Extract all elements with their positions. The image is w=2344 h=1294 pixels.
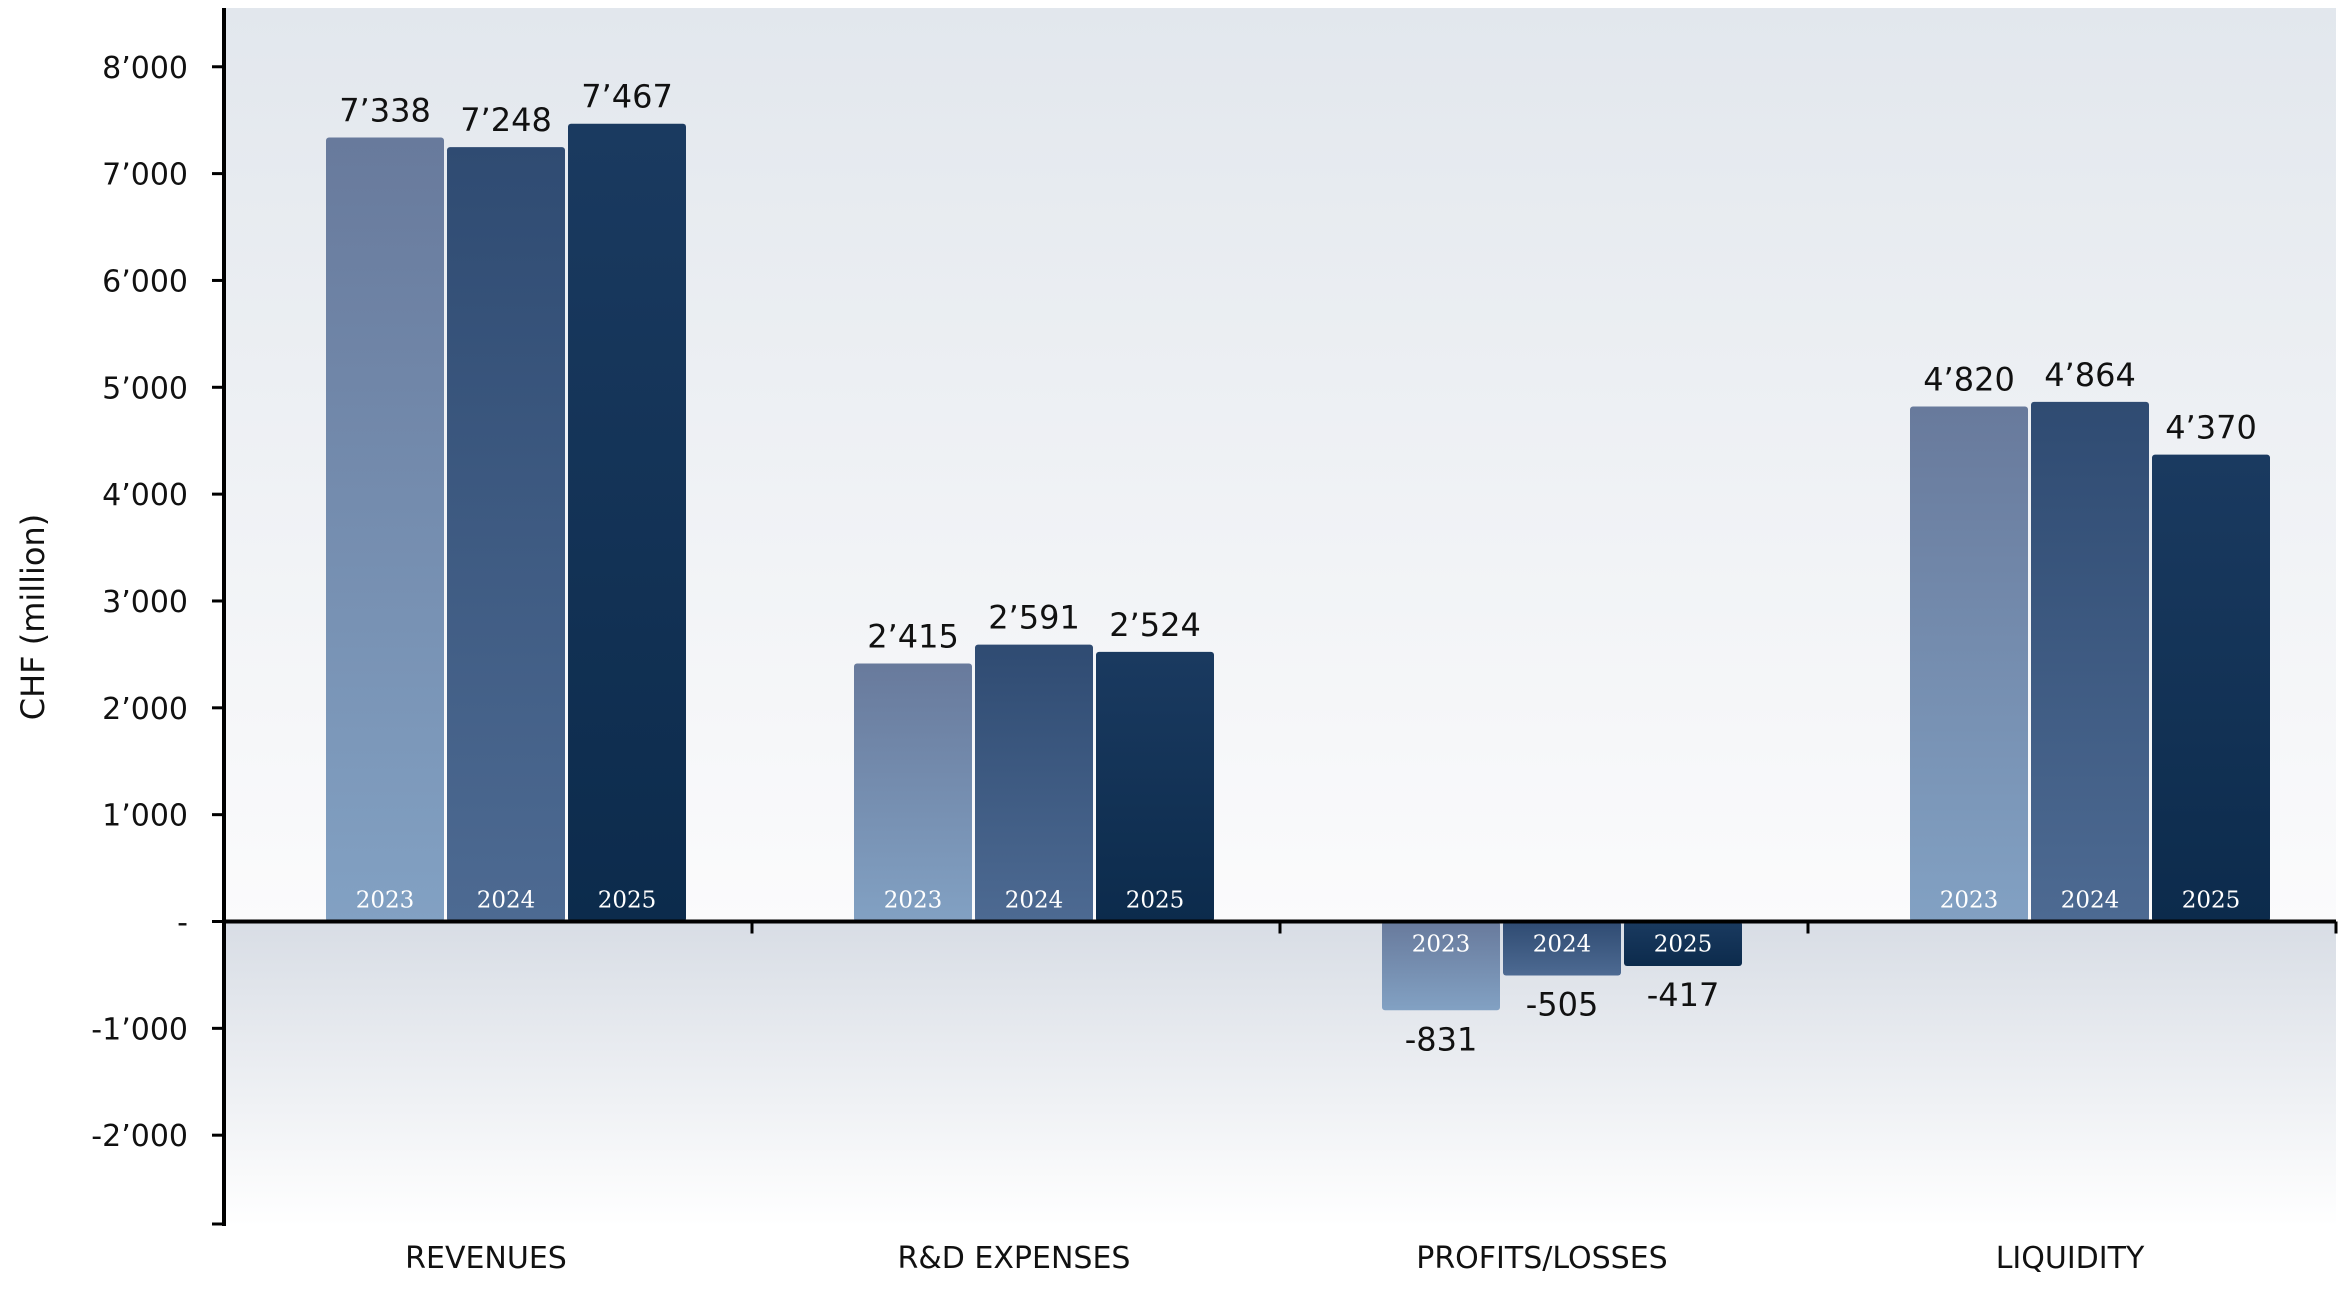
x-tick-label: R&D EXPENSES [898, 1241, 1131, 1276]
x-tick-label: LIQUIDITY [1996, 1241, 2145, 1276]
data-label: -505 [1526, 985, 1599, 1023]
data-label: 4’864 [2044, 356, 2136, 394]
bar-liquidity-2024 [2031, 401, 2149, 922]
y-tick-label: 8’000 [102, 51, 188, 86]
labels-layer: 2023 7’338 2024 7’248 2025 7’467 REVENUES 2023 2… [14, 51, 2257, 1276]
y-tick-label: 4’000 [102, 478, 188, 513]
bar-year-label: 2024 [477, 888, 536, 914]
bar-profits-losses-2025 [1624, 921, 1742, 967]
bar-liquidity-2023 [1910, 406, 2028, 922]
y-tick-label: 5’000 [102, 371, 188, 406]
y-tick-label: -1’000 [91, 1012, 188, 1047]
data-label: 2’591 [988, 599, 1080, 637]
bar-year-label: 2024 [2061, 888, 2120, 914]
bar-year-label: 2025 [1126, 888, 1185, 914]
bars-layer [326, 123, 2270, 1011]
data-label: 4’370 [2165, 409, 2257, 447]
bar-year-label: 2024 [1533, 932, 1592, 958]
y-tick-label: - [177, 906, 188, 941]
bar-year-label: 2024 [1005, 888, 1064, 914]
bar-year-label: 2023 [1412, 932, 1471, 958]
bar-r-d-expenses-2024 [975, 644, 1093, 922]
data-label: 7’338 [339, 91, 431, 129]
y-tick-label: 7’000 [102, 158, 188, 193]
bar-revenues-2023 [326, 137, 444, 922]
plot-bg-negative [224, 921, 2336, 1226]
bar-revenues-2024 [447, 147, 565, 922]
data-label: 2’415 [867, 617, 959, 655]
bar-year-label: 2025 [2182, 888, 2241, 914]
bar-revenues-2025 [568, 123, 686, 922]
y-tick-label: 3’000 [102, 585, 188, 620]
data-label: -417 [1647, 976, 1720, 1014]
data-label: 4’820 [1923, 361, 2015, 399]
data-label: 7’248 [460, 101, 552, 139]
y-tick-label: 2’000 [102, 692, 188, 727]
x-tick-label: REVENUES [405, 1241, 567, 1276]
y-axis-label: CHF (million) [14, 514, 52, 721]
y-tick-label: -2’000 [91, 1119, 188, 1154]
data-label: 7’467 [581, 78, 673, 116]
axes-layer [212, 8, 2338, 1226]
bar-year-label: 2023 [356, 888, 415, 914]
x-tick-label: PROFITS/LOSSES [1416, 1241, 1667, 1276]
bar-year-label: 2023 [884, 888, 943, 914]
bar-profits-losses-2024 [1503, 921, 1621, 976]
bar-year-label: 2025 [1654, 932, 1713, 958]
data-label: -831 [1405, 1020, 1478, 1058]
y-tick-label: 1’000 [102, 799, 188, 834]
bar-liquidity-2025 [2152, 454, 2270, 922]
bar-year-label: 2025 [598, 888, 657, 914]
bar-r-d-expenses-2023 [854, 663, 972, 922]
bar-r-d-expenses-2025 [1096, 651, 1214, 922]
bar-profits-losses-2023 [1382, 921, 1500, 1011]
data-label: 2’524 [1109, 606, 1201, 644]
bar-year-label: 2023 [1940, 888, 1999, 914]
y-tick-label: 6’000 [102, 264, 188, 299]
